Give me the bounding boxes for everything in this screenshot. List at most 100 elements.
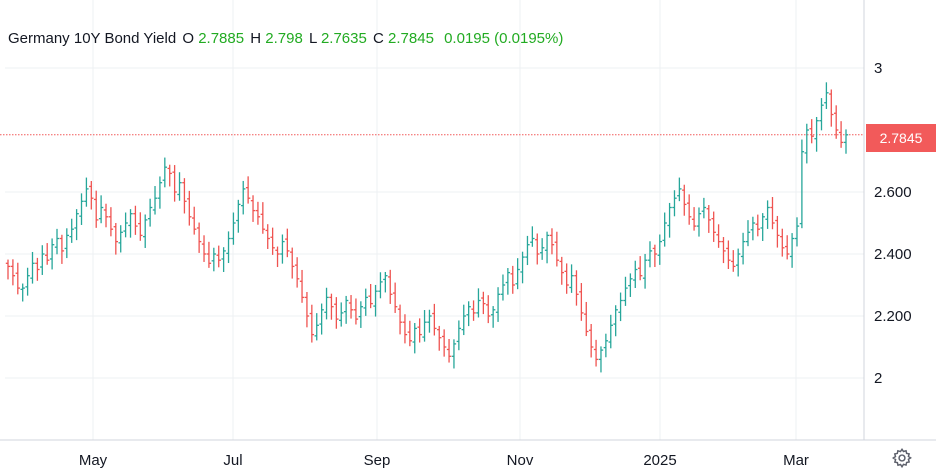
ohlc-bar xyxy=(353,298,359,325)
ohlc-bar xyxy=(412,322,417,354)
ohlc-bar xyxy=(765,200,770,229)
price-bars xyxy=(5,82,849,373)
ohlc-bar xyxy=(245,176,251,204)
ohlc-bar xyxy=(216,245,221,268)
ohlc-bar xyxy=(500,274,506,301)
ohlc-bar xyxy=(476,288,481,318)
ohlc-bar xyxy=(49,238,55,270)
ohlc-bar xyxy=(726,240,731,269)
y-tick-label: 2.400 xyxy=(874,246,912,263)
ohlc-bar xyxy=(559,256,564,285)
settings-button[interactable] xyxy=(891,447,913,469)
ohlc-bar xyxy=(152,186,158,215)
ohlc-bar xyxy=(652,244,658,268)
ohlc-bar xyxy=(64,228,70,259)
open-value: 2.7885 xyxy=(198,30,245,47)
ohlc-bar xyxy=(691,207,697,231)
ohlc-bar xyxy=(804,123,809,164)
ohlc-bar xyxy=(618,292,623,322)
ohlc-bar xyxy=(270,227,275,255)
ohlc-bar xyxy=(260,202,266,234)
ohlc-bar xyxy=(525,235,530,266)
high-label: H xyxy=(250,30,262,47)
ohlc-bar xyxy=(98,195,104,224)
ohlc-bar xyxy=(103,203,109,228)
ohlc-bar xyxy=(309,304,315,343)
ohlc-bar xyxy=(588,324,594,358)
ohlc-bar xyxy=(809,119,814,144)
ohlc-bar xyxy=(481,291,486,315)
ohlc-bar xyxy=(731,250,736,272)
ohlc-bar xyxy=(819,98,824,131)
ohlc-bar xyxy=(721,237,726,264)
ohlc-bar xyxy=(716,224,721,248)
ohlc-bar xyxy=(143,214,148,248)
ohlc-bar xyxy=(495,287,501,322)
x-tick-label: Sep xyxy=(364,452,391,469)
ohlc-bar xyxy=(574,270,579,306)
ohlc-bar xyxy=(647,241,653,268)
x-tick-label: Mar xyxy=(783,452,809,469)
ohlc-bar xyxy=(187,190,192,226)
ohlc-bar xyxy=(564,263,569,294)
ohlc-bar xyxy=(314,313,319,341)
ohlc-legend: Germany 10Y Bond Yield O 2.7885 H 2.798 … xyxy=(8,30,563,47)
ohlc-bar xyxy=(226,231,231,264)
ohlc-bar xyxy=(740,232,746,265)
ohlc-bar xyxy=(672,190,677,217)
ohlc-bar xyxy=(515,258,520,290)
ohlc-bar xyxy=(206,241,212,268)
low-label: L xyxy=(308,30,317,47)
ohlc-bar xyxy=(417,318,422,343)
ohlc-bar xyxy=(383,271,388,293)
ohlc-bar xyxy=(530,226,535,247)
ohlc-bar xyxy=(299,269,305,303)
ohlc-bar xyxy=(814,116,819,152)
ohlc-bar xyxy=(549,228,555,255)
ohlc-bar xyxy=(745,220,751,247)
ohlc-bar xyxy=(69,218,74,243)
ohlc-bar xyxy=(231,212,236,245)
ohlc-bar xyxy=(505,268,511,295)
ohlc-bar xyxy=(20,283,25,302)
ohlc-bar xyxy=(45,243,50,265)
ohlc-bar xyxy=(15,262,21,295)
ohlc-bar xyxy=(760,213,765,241)
ohlc-bar xyxy=(397,304,403,335)
ohlc-bar xyxy=(172,165,177,202)
ohlc-bar xyxy=(657,234,662,265)
ohlc-bar xyxy=(623,276,628,306)
ohlc-bar xyxy=(637,256,643,281)
ohlc-bar xyxy=(784,235,790,260)
ohlc-bar xyxy=(363,288,368,316)
x-axis: May Jul Sep Nov 2025 Mar xyxy=(79,452,809,469)
ohlc-bar xyxy=(10,259,16,286)
ohlc-bar xyxy=(735,248,741,277)
ohlc-bar xyxy=(770,197,775,230)
ohlc-bar xyxy=(182,178,187,214)
ohlc-bar xyxy=(255,201,261,225)
y-axis: 2 2.200 2.400 2.600 3 xyxy=(874,60,912,387)
ohlc-bar xyxy=(123,212,128,238)
ohlc-bar xyxy=(348,295,354,319)
ohlc-bar xyxy=(25,267,30,296)
ohlc-bar xyxy=(343,295,349,324)
ohlc-bar xyxy=(471,300,476,321)
ohlc-bar xyxy=(437,325,442,351)
ohlc-bar xyxy=(686,194,692,225)
ohlc-bar xyxy=(402,314,408,344)
high-value: 2.798 xyxy=(265,30,303,47)
close-label: C xyxy=(373,30,384,47)
x-tick-label: May xyxy=(79,452,108,469)
ohlc-bar xyxy=(642,253,648,289)
ohlc-bar xyxy=(89,181,94,210)
ohlc-bar xyxy=(422,310,427,342)
ohlc-bar xyxy=(221,247,226,272)
ohlc-bar xyxy=(290,247,295,279)
ohlc-bar xyxy=(554,231,560,267)
ohlc-bar xyxy=(167,164,172,187)
ohlc-bar xyxy=(133,205,138,235)
ohlc-bar xyxy=(30,251,35,284)
open-label: O xyxy=(182,30,195,47)
